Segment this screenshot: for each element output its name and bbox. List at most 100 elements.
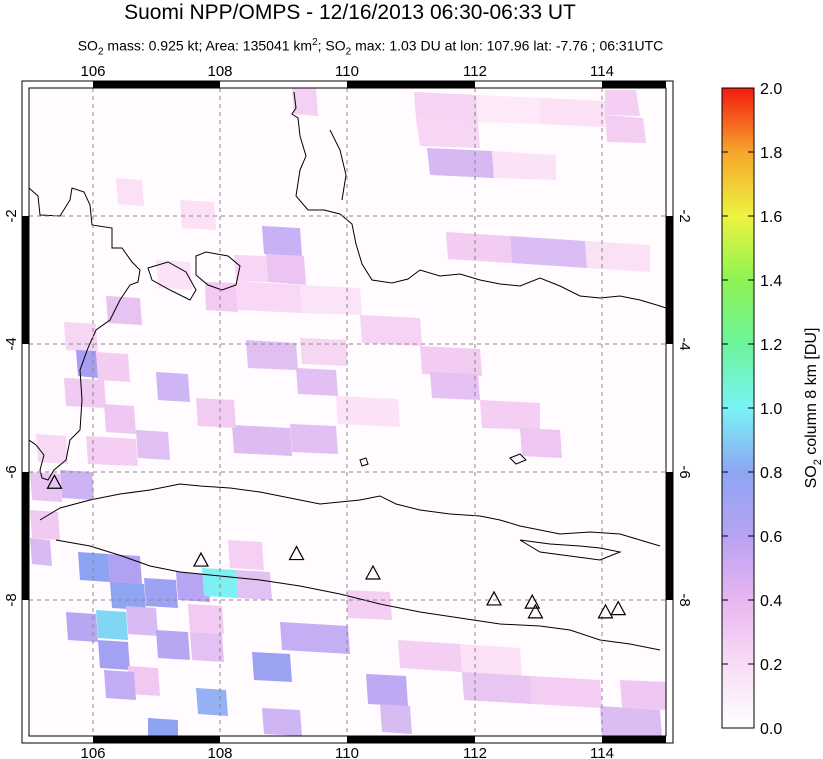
outer-frame [21, 80, 674, 744]
so2-pixel [605, 115, 646, 143]
so2-pixel [148, 718, 178, 736]
colorbar-title: SO2 column 8 km [DU] [803, 328, 823, 489]
so2-pixel [86, 436, 138, 466]
java-south-coast [55, 539, 661, 651]
subtitle-part: mass: 0.925 kt; Area: 135041 km [103, 37, 313, 54]
so2-pixel [427, 148, 494, 178]
so2-pixel [108, 554, 142, 584]
border-bar [666, 216, 673, 344]
so2-pixel [510, 236, 587, 268]
so2-pixel [156, 260, 192, 290]
lat-tick-left: -6 [3, 465, 20, 478]
graticule [29, 88, 666, 736]
lon-tick-top: 114 [590, 63, 614, 80]
so2-pixel [156, 372, 190, 402]
so2-pixel [336, 396, 400, 427]
so2-pixel [36, 434, 68, 464]
so2-pixel [180, 200, 216, 230]
so2-pixel [110, 582, 146, 610]
map-title: Suomi NPP/OMPS - 12/16/2013 06:30-06:33 … [124, 1, 576, 24]
colorbar-labels: 0.0 0.2 0.4 0.6 0.8 1.0 1.2 1.4 1.6 1.8 2.0 [760, 81, 782, 738]
so2-pixel [176, 572, 210, 602]
volcano-layer [46, 474, 627, 619]
volcano-marker-icon [527, 603, 544, 619]
coastline-layer [29, 91, 666, 651]
so2-pixel [128, 666, 160, 696]
sumatra-coast [29, 187, 141, 481]
so2-pixel [296, 368, 338, 396]
so2-pixel [585, 241, 650, 272]
colorbar-tick-label: 0.2 [760, 657, 782, 674]
lon-tick-bottom: 108 [207, 745, 232, 759]
so2-pixel [262, 708, 302, 736]
so2-pixel [420, 346, 482, 376]
so2-pixel [430, 372, 480, 400]
volcano-marker-icon [364, 564, 381, 580]
so2-pixel [98, 640, 130, 670]
so2-pixel [126, 606, 158, 636]
so2-pixel [96, 352, 130, 382]
lon-tick-top: 108 [207, 63, 232, 80]
borneo-inner-coast [329, 129, 347, 201]
java-north-coast [39, 483, 661, 547]
so2-pixel [234, 255, 268, 282]
so2-pixel [190, 632, 224, 662]
colorbar-tick-label: 1.8 [760, 145, 782, 162]
lon-tick-bottom: 112 [463, 745, 487, 759]
so2-pixel [66, 612, 98, 642]
so2-pixel [300, 338, 348, 366]
colorbar-ticks [722, 87, 754, 729]
so2-pixel [380, 704, 412, 734]
colorbar-tick-label: 1.0 [760, 401, 782, 418]
colorbar-tick-label: 1.2 [760, 337, 782, 354]
lon-tick-top: 110 [335, 63, 359, 80]
lon-tick-top: 106 [80, 63, 105, 80]
so2-pixel [136, 430, 170, 460]
lat-tick-left: -2 [3, 209, 20, 222]
so2-pixel [30, 472, 62, 502]
colorbar-tick-label: 0.8 [760, 465, 782, 482]
so2-pixel [104, 670, 136, 700]
colorbar-tick-label: 2.0 [760, 81, 782, 98]
so2-pixel [462, 672, 532, 704]
volcano-marker-icon [597, 603, 614, 619]
lat-tick-left: -8 [3, 593, 20, 606]
so2-pixel [205, 282, 238, 312]
so2-pixel [620, 680, 666, 710]
colorbar-tick-label: 0.4 [760, 593, 782, 610]
border-bar [347, 81, 475, 88]
border-bar [22, 216, 29, 344]
border-bar [93, 736, 220, 743]
map-subtitle: SO2 mass: 0.925 kt; Area: 135041 km2; SO… [0, 34, 741, 61]
so2-pixel [232, 425, 292, 456]
volcano-marker-icon [610, 600, 627, 616]
bangka-island [147, 261, 197, 301]
lon-tick-top: 112 [463, 63, 487, 80]
so2-pixel [414, 92, 478, 122]
border-bar [347, 736, 475, 743]
colorbar-tick-label: 0.6 [760, 529, 782, 546]
subtitle-part: SO [77, 37, 98, 54]
so2-pixel [480, 400, 540, 430]
so2-pixel [446, 232, 512, 263]
so2-pixel [346, 590, 392, 620]
so2-pixel [292, 88, 318, 116]
so2-pixel [156, 630, 190, 660]
lon-tick-bottom: 114 [590, 745, 614, 759]
volcano-marker-icon [524, 593, 541, 609]
border-bar [93, 81, 220, 88]
so2-pixel [78, 552, 110, 582]
so2-pixel [246, 340, 298, 370]
so2-pixel [266, 254, 306, 285]
border-bar [22, 472, 29, 600]
so2-pixel [416, 119, 480, 148]
so2-pixel [460, 644, 522, 676]
so2-pixel [492, 151, 556, 180]
subtitle-subscript: 2 [345, 46, 352, 58]
so2-pixel [366, 674, 408, 706]
so2-pixel [530, 676, 602, 708]
so2-pixel [228, 540, 264, 570]
so2-pixel [60, 470, 94, 500]
so2-pixel [360, 315, 422, 346]
